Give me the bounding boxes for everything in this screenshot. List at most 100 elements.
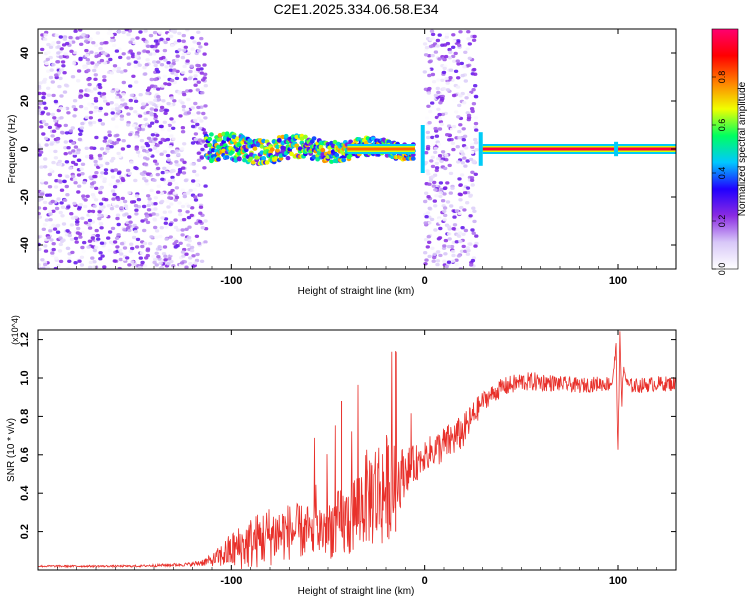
noise-cell (193, 137, 199, 142)
noise-cell (106, 146, 111, 151)
noise-cell (182, 194, 187, 199)
noise-cell (189, 213, 194, 218)
noise-cell (114, 125, 119, 129)
noise-cell (470, 142, 475, 147)
noise-cell (443, 166, 448, 171)
noise-cell (86, 77, 91, 82)
noise-cell (122, 228, 127, 232)
noise-cell (145, 172, 151, 176)
noise-cell (153, 114, 159, 119)
noise-cell (105, 149, 110, 154)
noise-cell (454, 240, 459, 244)
noise-cell (461, 138, 466, 142)
noise-cell (438, 191, 444, 195)
noise-cell (147, 86, 152, 90)
noise-cell (154, 162, 159, 166)
noise-cell (447, 138, 452, 142)
noise-cell (107, 130, 112, 134)
noise-cell (98, 221, 104, 226)
noise-cell (143, 117, 148, 122)
noise-cell (123, 69, 128, 73)
noise-cell (99, 206, 104, 210)
noise-cell (155, 133, 160, 137)
noise-cell (183, 112, 188, 116)
noise-cell (103, 213, 108, 218)
noise-cell (139, 99, 144, 103)
noise-cell (134, 245, 140, 249)
noise-cell (445, 133, 450, 137)
noise-cell (99, 226, 104, 230)
noise-cell (139, 251, 144, 255)
noise-cell (445, 200, 451, 204)
noise-cell (445, 81, 450, 85)
noise-cell (43, 181, 49, 185)
noise-cell (196, 80, 201, 84)
tone-cell (334, 152, 340, 158)
noise-cell (38, 247, 42, 251)
noise-cell (452, 215, 457, 219)
noise-cell (462, 156, 467, 160)
noise-cell (172, 191, 177, 195)
noise-cell (76, 190, 81, 194)
noise-cell (169, 134, 174, 138)
noise-cell (54, 179, 59, 183)
noise-cell (48, 45, 54, 49)
noise-cell (458, 239, 463, 244)
noise-cell (146, 208, 152, 212)
noise-cell (464, 146, 469, 150)
noise-cell (59, 68, 64, 72)
noise-cell (132, 41, 137, 45)
noise-cell (75, 36, 80, 40)
noise-cell (111, 197, 116, 201)
noise-cell (158, 234, 163, 239)
noise-cell (181, 217, 187, 222)
noise-cell (46, 42, 51, 47)
noise-cell (73, 107, 78, 112)
noise-cell (202, 52, 207, 56)
noise-cell (48, 229, 53, 233)
noise-cell (98, 46, 103, 51)
noise-cell (51, 209, 56, 213)
noise-cell (468, 242, 473, 246)
snr-x-ticks: -100 0 100 (57, 330, 677, 587)
noise-cell (450, 186, 455, 190)
noise-cell (433, 188, 438, 192)
noise-cell (99, 163, 104, 168)
noise-cell (80, 121, 85, 126)
x-tick-label: -100 (220, 275, 242, 287)
noise-cell (44, 122, 49, 127)
noise-cell (72, 177, 78, 182)
noise-cell (465, 246, 470, 250)
noise-cell (63, 152, 68, 156)
spectrogram-panel: -100 0 100 -40 -20 0 20 40 Height of straight … (7, 28, 677, 297)
noise-cell (144, 40, 149, 44)
noise-cell (428, 109, 433, 114)
noise-cell (155, 143, 160, 148)
noise-cell (87, 102, 92, 106)
noise-cell (117, 154, 122, 159)
noise-cell (155, 70, 161, 74)
noise-cell (38, 91, 42, 96)
noise-cell (78, 132, 83, 136)
noise-cell (171, 120, 176, 124)
noise-cell (197, 138, 203, 142)
noise-cell (137, 266, 143, 269)
noise-cell (48, 212, 53, 216)
noise-cell (47, 125, 53, 130)
noise-cell (114, 182, 119, 186)
noise-cell (158, 31, 163, 35)
noise-cell (43, 249, 49, 253)
noise-cell (167, 128, 172, 132)
noise-cell (442, 209, 447, 213)
noise-cell (448, 68, 454, 72)
noise-cell (56, 71, 62, 75)
noise-cell (134, 194, 140, 198)
noise-cell (71, 105, 77, 109)
noise-cell (441, 87, 446, 91)
noise-cell (177, 201, 182, 205)
noise-cell (187, 76, 193, 81)
noise-cell (73, 145, 79, 149)
noise-cell (430, 246, 435, 250)
noise-cell (173, 40, 179, 44)
noise-cell (166, 61, 171, 65)
